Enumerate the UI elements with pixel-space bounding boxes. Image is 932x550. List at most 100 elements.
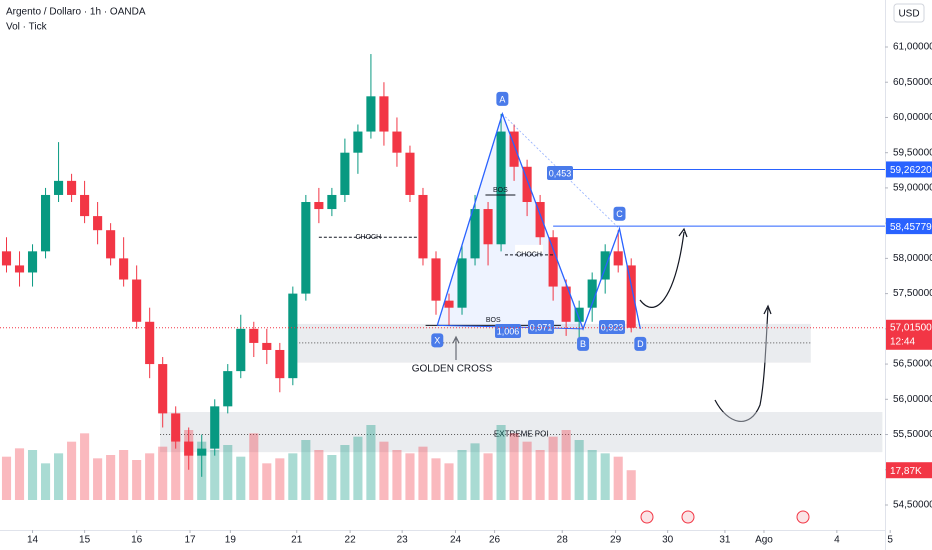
candle-body	[431, 258, 441, 301]
event-flag[interactable]	[640, 510, 654, 524]
candle-body	[67, 180, 77, 195]
candle-body	[210, 406, 220, 449]
event-flag[interactable]	[681, 510, 695, 524]
volume-bar	[340, 445, 350, 500]
x-tick-label: 28	[557, 535, 569, 546]
x-tick-label: 26	[489, 535, 501, 546]
level-price-label: 59,26220	[890, 165, 932, 176]
candle-body	[496, 131, 506, 245]
candle-body	[1, 251, 12, 266]
candle-body	[509, 131, 519, 167]
ratio-label: 1,006	[497, 326, 520, 336]
x-tick-label: 23	[397, 535, 409, 546]
level-price-label: 58,45779	[890, 222, 932, 233]
candle-body	[301, 202, 311, 294]
x-tick-label: 30	[662, 535, 674, 546]
candle-body	[613, 251, 623, 266]
structure-label: CHOCH	[516, 252, 542, 259]
x-tick-label: 21	[291, 535, 303, 546]
y-tick-label: 61,00000	[893, 42, 932, 53]
candle-body	[314, 202, 324, 210]
volume-bar	[132, 460, 142, 500]
volume-bar	[457, 450, 467, 500]
pattern-point-label: B	[580, 339, 586, 349]
candle-body	[40, 194, 51, 252]
y-tick-label: 54,50000	[893, 500, 932, 511]
candle-body	[483, 209, 493, 245]
volume-bar	[301, 440, 311, 500]
y-tick-label: 59,00000	[893, 183, 932, 194]
volume-bar	[236, 456, 246, 500]
pattern-point-label: C	[616, 209, 623, 219]
volume-bar	[249, 433, 259, 500]
y-tick-label: 58,00000	[893, 253, 932, 264]
volume-bar	[158, 446, 168, 500]
candle-body	[171, 413, 181, 442]
structure-label-bg	[354, 227, 383, 236]
symbol-title: Argento / Dollaro · 1h · OANDA	[6, 7, 146, 18]
projection-arrow	[639, 231, 685, 308]
structure-label: BOS	[493, 187, 508, 194]
volume-bar	[405, 453, 415, 500]
volume-bar	[314, 450, 324, 500]
x-tick-label: 17	[184, 535, 196, 546]
volume-bar	[1, 456, 12, 500]
structure-label-bg	[515, 244, 544, 253]
volume-bar	[288, 453, 298, 500]
volume-bar	[27, 450, 38, 500]
last-price-label: 57,01500	[890, 322, 932, 333]
volume-bar	[353, 436, 363, 500]
candle-body	[587, 279, 597, 308]
plot: EXTREME POI CHOCH CHOCH BOS BOS X A B C D 0,453 1,0…	[0, 54, 885, 500]
x-tick-label: 19	[225, 535, 237, 546]
structure-label: BOS	[486, 317, 501, 324]
y-tick-label: 56,50000	[893, 359, 932, 370]
volume-bar	[444, 463, 454, 500]
candle-body	[106, 230, 116, 259]
x-tick-label: 22	[345, 535, 357, 546]
currency-label: USD	[898, 9, 919, 20]
last-price-box	[886, 319, 932, 350]
candle-body	[470, 209, 480, 259]
volume-bar	[327, 455, 337, 500]
candle-body	[262, 342, 272, 350]
candle-body	[418, 194, 428, 259]
candle-body	[184, 441, 194, 456]
candle-body	[535, 202, 545, 238]
pattern-dotted-line	[502, 113, 620, 230]
candle-body	[145, 321, 155, 365]
y-tick-label: 60,50000	[893, 77, 932, 88]
x-tick-label: 24	[450, 535, 462, 546]
volume-bar	[574, 440, 584, 500]
volume-bar	[522, 441, 532, 500]
candle-body	[600, 251, 610, 280]
pattern-point-label: D	[637, 339, 644, 349]
candle-body	[522, 166, 532, 203]
arrow-head	[763, 304, 772, 315]
pattern-point-label: A	[499, 94, 505, 104]
callout-label: GOLDEN CROSS	[412, 364, 493, 375]
volume-bar	[626, 470, 636, 500]
flags	[640, 510, 810, 524]
zone	[160, 411, 883, 453]
volume-bar	[470, 443, 480, 500]
candle-body	[119, 258, 129, 280]
volume-bar	[14, 448, 25, 500]
event-flag[interactable]	[796, 510, 810, 524]
drawings	[452, 227, 772, 423]
pattern-point-box	[431, 333, 444, 348]
ratio-box	[547, 166, 573, 180]
pattern-point-box	[496, 91, 509, 106]
candle-body	[457, 258, 467, 308]
ratio-box	[528, 320, 554, 334]
candle-body	[392, 131, 402, 153]
level-price-box	[886, 218, 932, 235]
x-tick-label: 14	[27, 535, 39, 546]
y-tick-label: 56,00000	[893, 394, 932, 405]
volume-bar	[535, 450, 545, 500]
currency-button[interactable]	[893, 3, 925, 23]
volume-bar	[613, 456, 623, 500]
candle-body	[574, 307, 584, 322]
candle-body	[444, 300, 454, 308]
volume-title: Vol · Tick	[6, 22, 48, 33]
